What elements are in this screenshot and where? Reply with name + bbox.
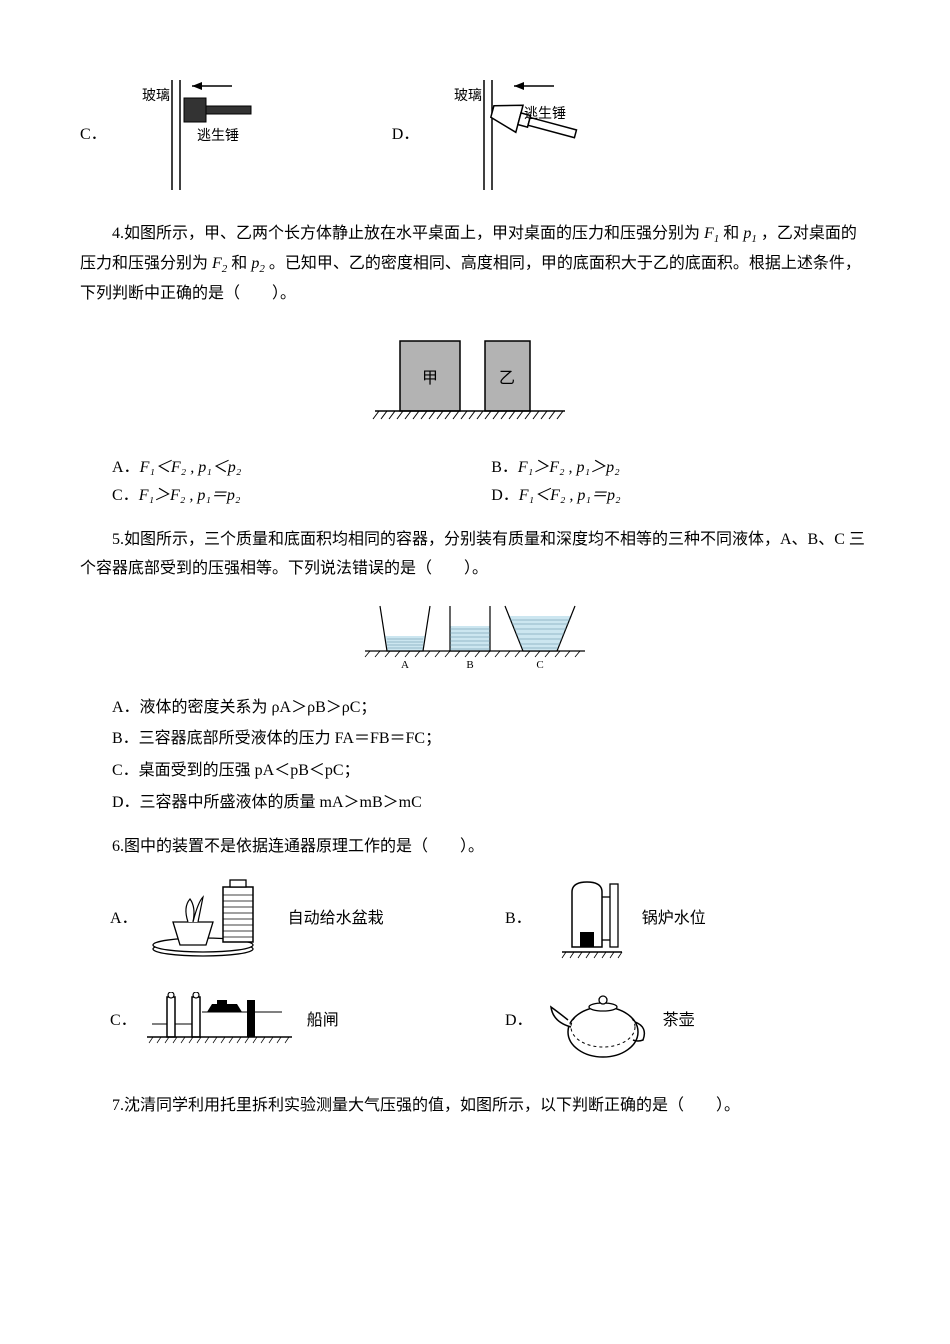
svg-text:玻璃: 玻璃 xyxy=(142,87,170,104)
hammer-glass-diagram-d: 玻璃 逃生锤 xyxy=(434,70,604,200)
q6-opt-c: C． xyxy=(80,982,475,1062)
svg-text:C: C xyxy=(536,659,543,671)
svg-text:玻璃: 玻璃 xyxy=(454,87,482,104)
option-label-c: C． xyxy=(80,121,107,150)
q3-option-d: D． 玻璃 逃生锤 xyxy=(392,70,605,200)
q5-stem: 5.如图所示，三个质量和底面积均相同的容器，分别装有质量和深度均不相等的三种不同… xyxy=(80,526,870,584)
q4-options: A．F₁＜F₂ , p₁＜p₂ B．F₁＞F₂ , p₁＞p₂ C．F₁＞F₂ … xyxy=(80,454,870,512)
q5-opt-b: B．三容器底部所受液体的压力 FA＝FB＝FC； xyxy=(80,725,870,754)
q7-stem: 7.沈清同学利用托里拆利实验测量大气压强的值，如图所示，以下判断正确的是（ ）。 xyxy=(80,1092,870,1121)
q5-opt-a: A．液体的密度关系为 ρA＞ρB＞ρC； xyxy=(80,694,870,723)
svg-text:逃生锤: 逃生锤 xyxy=(524,106,566,122)
hammer-glass-diagram-c: 玻璃 逃生锤 xyxy=(122,70,272,200)
q6-options: A． 自动给水盆栽 B． xyxy=(80,872,870,1077)
q4-stem: 4.如图所示，甲、乙两个长方体静止放在水平桌面上，甲对桌面的压力和压强分别为 F… xyxy=(80,220,870,309)
q6-opt-b: B． 锅炉水位 xyxy=(475,872,870,967)
q5-opt-c: C．桌面受到的压强 pA＜pB＜pC； xyxy=(80,757,870,786)
question-5: 5.如图所示，三个质量和底面积均相同的容器，分别装有质量和深度均不相等的三种不同… xyxy=(80,526,870,818)
auto-water-pot-icon xyxy=(148,877,278,962)
q6-opt-a: A． 自动给水盆栽 xyxy=(80,872,475,967)
q6-stem: 6.图中的装置不是依据连通器原理工作的是（ ）。 xyxy=(80,833,870,862)
q4-figure: 甲 乙 xyxy=(80,321,870,442)
svg-text:B: B xyxy=(466,659,473,671)
question-6: 6.图中的装置不是依据连通器原理工作的是（ ）。 A． xyxy=(80,833,870,1077)
boiler-level-icon xyxy=(542,872,632,967)
teapot-icon xyxy=(543,982,653,1062)
option-label-d: D． xyxy=(392,121,420,150)
q6-opt-d: D． 茶壶 xyxy=(475,982,870,1062)
svg-text:甲: 甲 xyxy=(422,370,438,387)
svg-text:A: A xyxy=(401,659,409,671)
question-4: 4.如图所示，甲、乙两个长方体静止放在水平桌面上，甲对桌面的压力和压强分别为 F… xyxy=(80,220,870,511)
svg-text:乙: 乙 xyxy=(499,370,515,387)
q4-opt-c: C．F₁＞F₂ , p₁＝p₂ xyxy=(80,482,459,511)
question-7: 7.沈清同学利用托里拆利实验测量大气压强的值，如图所示，以下判断正确的是（ ）。 xyxy=(80,1092,870,1121)
q3-option-c: C． 玻璃 逃生锤 xyxy=(80,70,272,200)
ship-lock-icon xyxy=(147,992,297,1052)
q4-opt-d: D．F₁＜F₂ , p₁＝p₂ xyxy=(459,482,838,511)
q4-opt-a: A．F₁＜F₂ , p₁＜p₂ xyxy=(80,454,459,483)
q5-opt-d: D．三容器中所盛液体的质量 mA＞mB＞mC xyxy=(80,789,870,818)
q5-figure: A B C xyxy=(80,596,870,682)
svg-text:逃生锤: 逃生锤 xyxy=(197,128,239,144)
q4-opt-b: B．F₁＞F₂ , p₁＞p₂ xyxy=(459,454,838,483)
q3-options-cd: C． 玻璃 逃生锤 D． 玻璃 xyxy=(80,70,870,200)
